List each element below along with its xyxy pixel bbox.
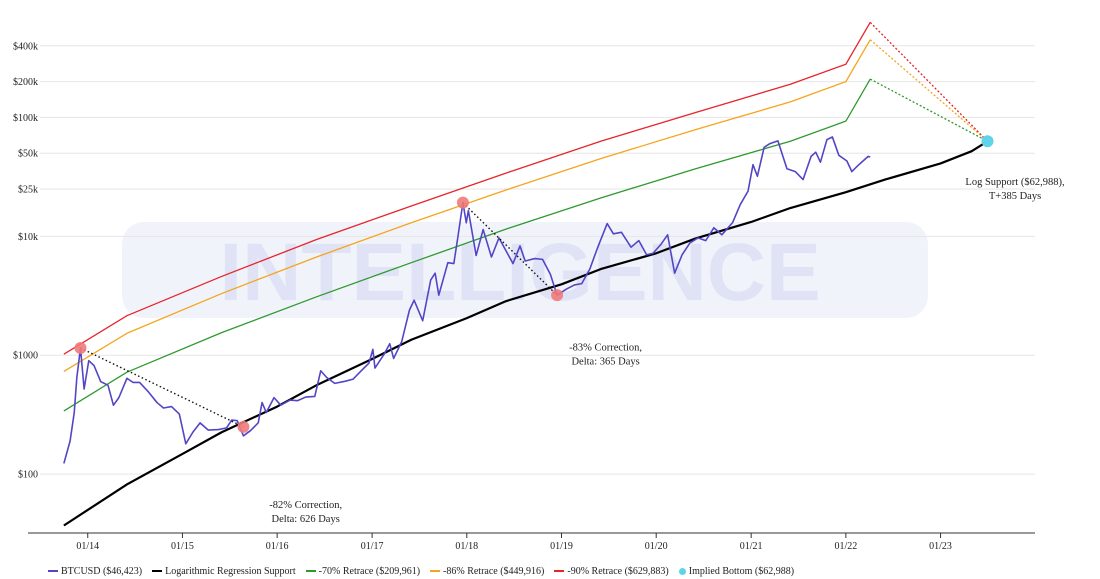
correction-label-line: Delta: 365 Days	[571, 356, 639, 367]
implied-bottom-marker	[981, 135, 994, 148]
y-tick-label: $50k	[18, 149, 38, 160]
legend-label: -70% Retrace ($209,961)	[318, 565, 421, 577]
legend-swatch	[430, 570, 441, 572]
legend-label: Implied Bottom ($62,988)	[688, 565, 795, 577]
y-tick-label: $200k	[13, 77, 38, 88]
series-line-r86	[63, 39, 871, 373]
correction-label-line: -82% Correction,	[269, 500, 342, 511]
legend-swatch	[678, 567, 686, 575]
series-layer	[63, 21, 989, 527]
x-tick-label: 01/21	[740, 541, 763, 552]
legend: BTCUSD ($46,423) Logarithmic Regression S…	[48, 564, 794, 578]
legend-item-r70: -70% Retrace ($209,961)	[305, 564, 421, 578]
annotations: -82% Correction, Delta: 626 Days -83% Corr…	[74, 135, 1065, 525]
correction-label-line: Delta: 626 Days	[272, 514, 340, 525]
correction-label: -83% Correction, Delta: 365 Days	[569, 342, 642, 367]
legend-swatch	[305, 570, 316, 572]
x-tick-label: 01/20	[645, 541, 668, 552]
legend-item-btc: BTCUSD ($46,423)	[48, 564, 142, 578]
x-tick-label: 01/17	[361, 541, 384, 552]
x-tick-label: 01/15	[171, 541, 194, 552]
legend-label: -86% Retrace ($449,916)	[443, 565, 545, 577]
series-line-r70	[63, 78, 871, 412]
correction-label-line: -83% Correction,	[569, 342, 642, 353]
legend-label: -90% Retrace ($629,883)	[567, 565, 669, 577]
x-tick-label: 01/14	[76, 541, 99, 552]
peak-marker	[456, 196, 469, 209]
peak-marker	[74, 342, 87, 355]
x-axis: 01/14 01/15 01/16 01/17 01/18 01/19 01/20 01/21…	[28, 532, 1035, 552]
log-support-label: Log Support ($62,988), T+385 Days	[965, 177, 1064, 202]
series-line-btc	[63, 136, 871, 464]
legend-swatch	[554, 570, 565, 572]
legend-label: Logarithmic Regression Support	[165, 565, 296, 577]
watermark-text: INTELLIGENCE	[219, 227, 820, 318]
legend-item-r90: -90% Retrace ($629,883)	[554, 564, 669, 578]
trough-marker	[237, 420, 250, 433]
y-tick-label: $100	[18, 470, 38, 481]
correction-label: -82% Correction, Delta: 626 Days	[269, 500, 342, 525]
correction-dotted-line	[80, 347, 244, 428]
trough-marker	[551, 289, 564, 302]
series-line-r90	[63, 22, 871, 355]
legend-item-support: Logarithmic Regression Support	[152, 564, 296, 578]
y-tick-label: $25k	[18, 184, 38, 195]
x-tick-label: 01/23	[929, 541, 952, 552]
legend-label: BTCUSD ($46,423)	[61, 565, 143, 577]
y-axis: $100 $1000 $10k $25k $50k $100k $200k $400k	[13, 41, 38, 480]
legend-swatch	[48, 570, 58, 572]
gridlines	[40, 45, 1035, 475]
legend-swatch	[152, 570, 163, 572]
x-tick-label: 01/19	[550, 541, 573, 552]
x-tick-label: 01/18	[455, 541, 478, 552]
log-support-label-line: Log Support ($62,988),	[965, 177, 1064, 188]
legend-item-r86: -86% Retrace ($449,916)	[430, 564, 544, 578]
legend-item-bottom: Implied Bottom ($62,988)	[678, 564, 795, 578]
y-tick-label: $10k	[18, 232, 38, 243]
series-line-support	[63, 140, 989, 527]
y-tick-label: $400k	[13, 41, 38, 52]
series-projection-r70	[869, 78, 988, 142]
y-tick-label: $1000	[13, 351, 38, 362]
y-tick-label: $100k	[13, 113, 38, 124]
x-tick-label: 01/16	[266, 541, 289, 552]
log-support-label-line: T+385 Days	[989, 191, 1041, 202]
series-projection-r86	[869, 39, 988, 142]
x-tick-label: 01/22	[834, 541, 857, 552]
